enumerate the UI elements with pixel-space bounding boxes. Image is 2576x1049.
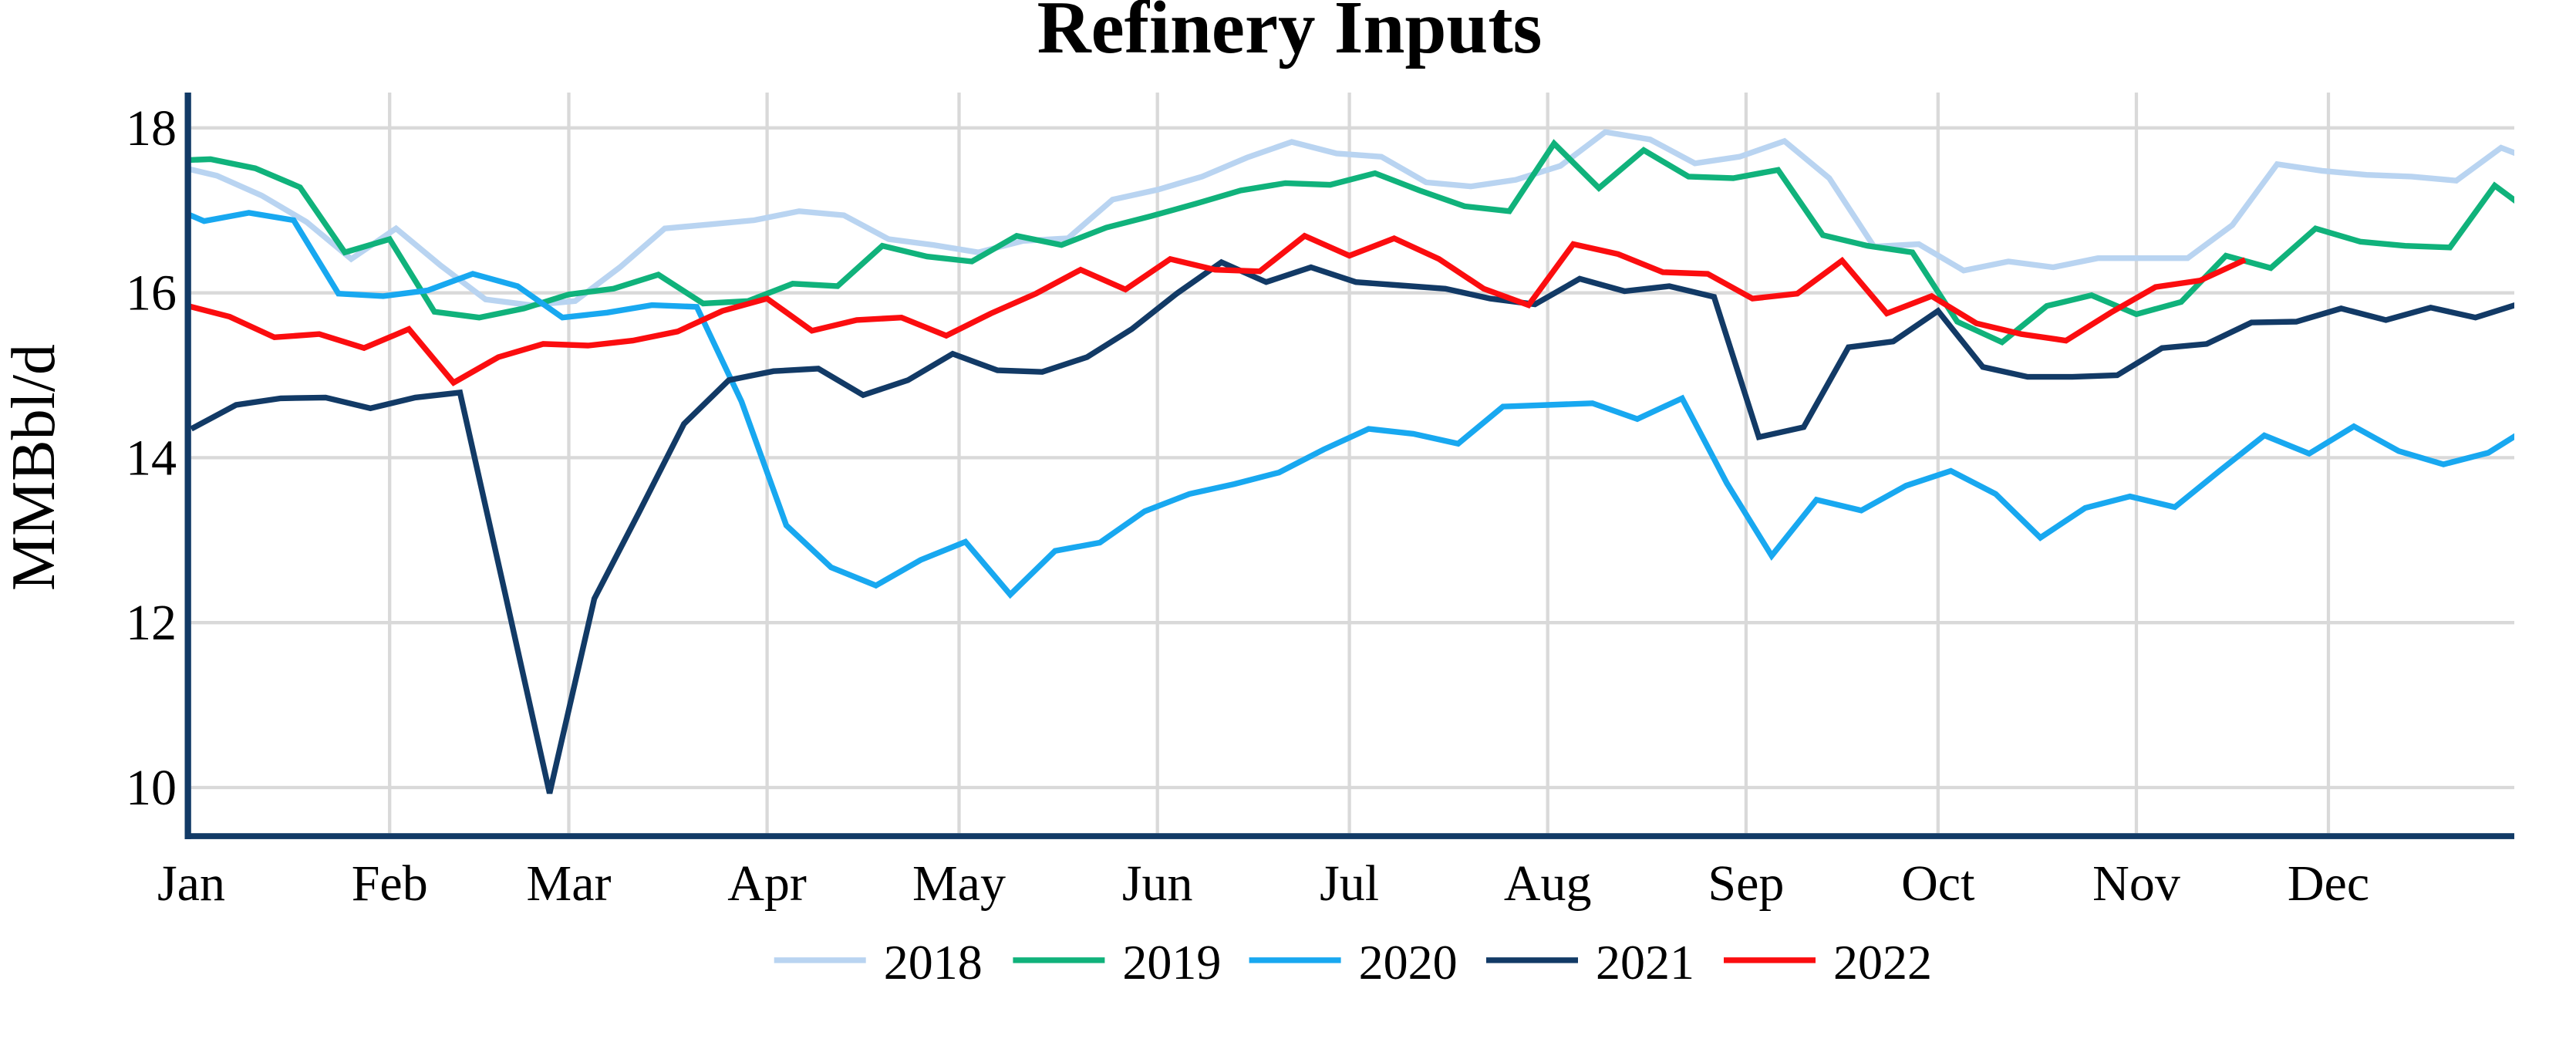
svg-text:2019: 2019	[1122, 935, 1221, 990]
svg-text:Jun: Jun	[1122, 855, 1193, 912]
svg-text:Sep: Sep	[1708, 855, 1784, 912]
svg-text:Feb: Feb	[352, 855, 428, 912]
svg-text:Apr: Apr	[727, 855, 807, 912]
svg-text:Jul: Jul	[1320, 855, 1379, 912]
svg-text:2018: 2018	[884, 935, 983, 990]
svg-text:18: 18	[126, 100, 177, 157]
svg-text:10: 10	[126, 760, 177, 816]
svg-text:Aug: Aug	[1504, 855, 1592, 912]
svg-text:2022: 2022	[1833, 935, 1932, 990]
svg-text:MMBbl/d: MMBbl/d	[0, 344, 68, 591]
svg-text:16: 16	[126, 265, 177, 322]
svg-text:May: May	[912, 855, 1006, 912]
svg-text:Refinery Inputs: Refinery Inputs	[1037, 0, 1543, 69]
svg-text:12: 12	[126, 595, 177, 651]
svg-text:Dec: Dec	[2288, 855, 2369, 912]
svg-text:Jan: Jan	[157, 855, 225, 912]
svg-text:Mar: Mar	[527, 855, 612, 912]
svg-text:Oct: Oct	[1901, 855, 1974, 912]
svg-text:14: 14	[126, 430, 177, 486]
svg-text:Nov: Nov	[2092, 855, 2180, 912]
svg-text:2020: 2020	[1359, 935, 1458, 990]
svg-text:2021: 2021	[1596, 935, 1694, 990]
